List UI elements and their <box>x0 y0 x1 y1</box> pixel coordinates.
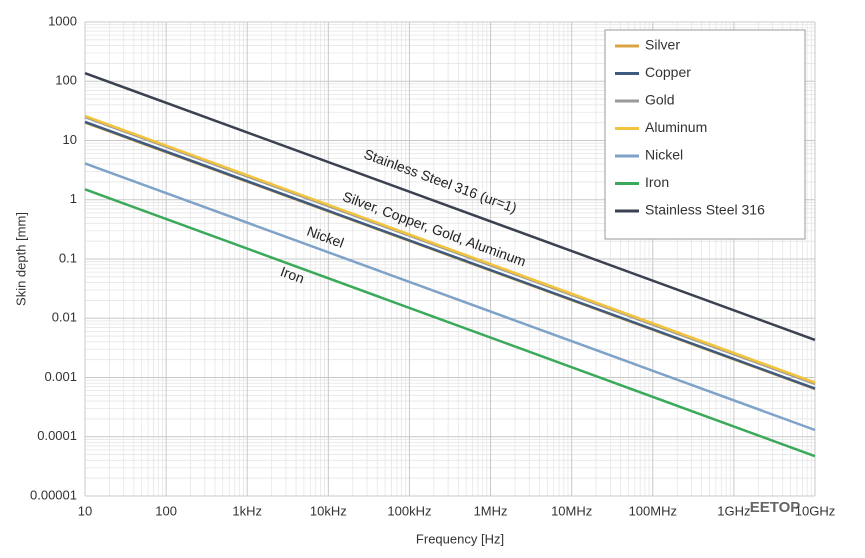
y-tick-label: 10 <box>63 132 77 147</box>
x-tick-label: 10GHz <box>795 503 835 518</box>
legend-label: Silver <box>645 37 680 53</box>
series-line <box>84 120 816 390</box>
y-tick-label: 0.1 <box>59 250 77 265</box>
legend-label: Aluminum <box>645 119 707 135</box>
legend-label: Copper <box>645 64 691 80</box>
series-line <box>84 71 816 342</box>
y-tick-label: 0.00001 <box>30 487 77 502</box>
x-tick-label: 10MHz <box>551 503 592 518</box>
legend: Silver Copper Gold Aluminum Nickel Iron Stainl… <box>604 29 806 240</box>
y-tick-label: 100 <box>55 73 77 88</box>
legend-label: Iron <box>645 174 669 190</box>
watermark: EETOP <box>750 499 801 516</box>
legend-box <box>604 29 806 240</box>
x-tick-label: 10 <box>78 503 92 518</box>
x-tick-label: 1GHz <box>717 503 750 518</box>
series-line <box>84 162 816 432</box>
legend-label: Nickel <box>645 147 683 163</box>
x-tick-label: 100 <box>155 503 177 518</box>
x-tick-label: 1kHz <box>232 503 262 518</box>
annotation: Iron <box>278 263 306 286</box>
legend-label: Stainless Steel 316 <box>645 202 765 218</box>
y-tick-label: 0.001 <box>44 369 77 384</box>
x-tick-label: 10kHz <box>310 503 347 518</box>
y-tick-label: 1 <box>70 191 77 206</box>
x-tick-label: 100MHz <box>629 503 677 518</box>
legend-label: Gold <box>645 92 675 108</box>
y-tick-label: 1000 <box>48 13 77 28</box>
y-tick-label: 0.0001 <box>37 428 77 443</box>
x-tick-label: 1MHz <box>474 503 508 518</box>
x-tick-label: 100kHz <box>387 503 431 518</box>
series-line <box>84 188 816 458</box>
series-line <box>84 114 816 384</box>
lines <box>84 71 816 458</box>
x-axis-label: Frequency [Hz] <box>416 531 504 546</box>
grid <box>84 21 816 497</box>
y-tick-label: 0.01 <box>52 310 77 325</box>
y-axis-label: Skin depth [mm] <box>13 212 28 306</box>
